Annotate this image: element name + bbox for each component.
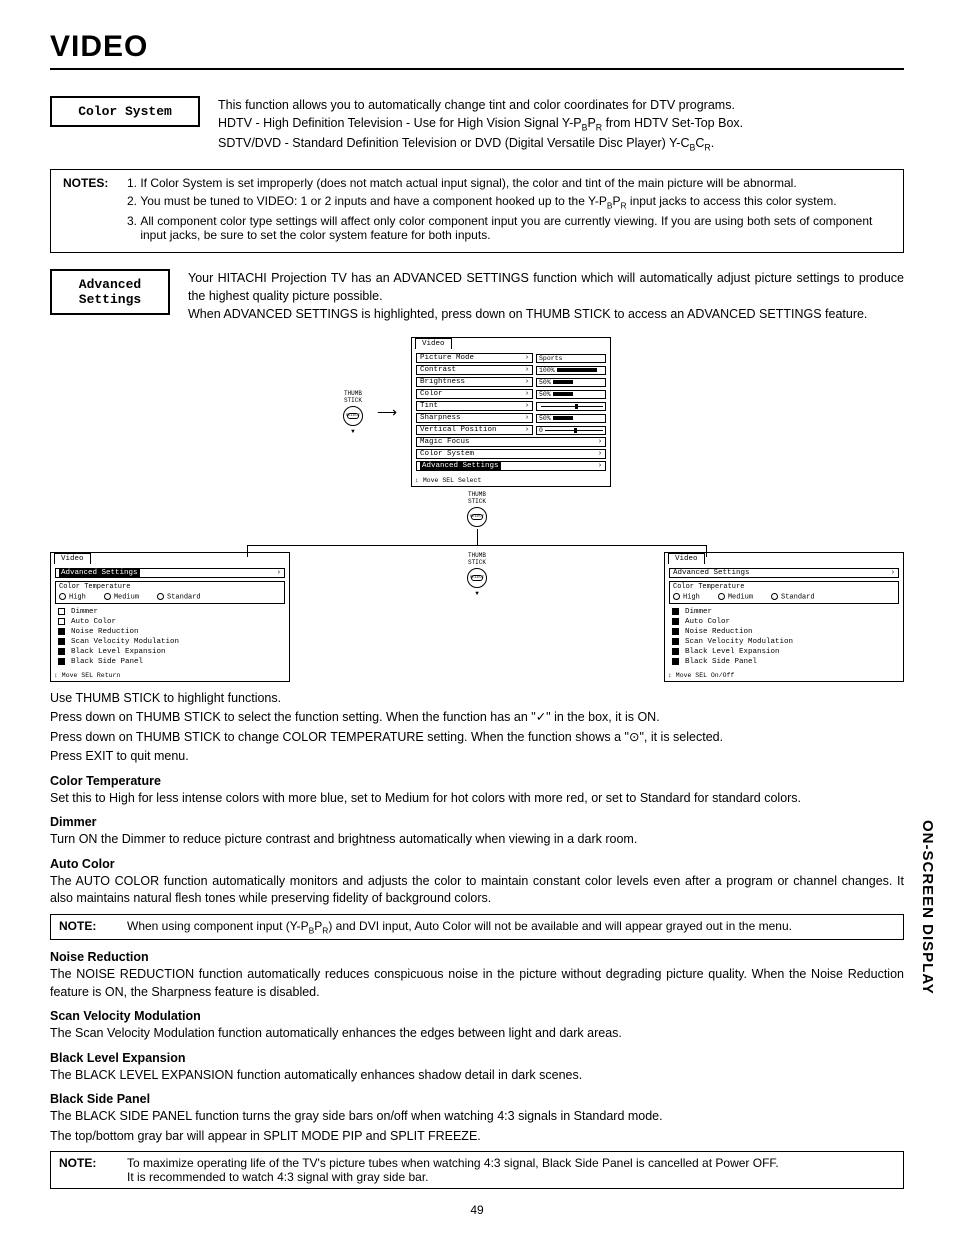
instr-3: Press down on THUMB STICK to change COLO… xyxy=(50,729,904,747)
thumb-stick: THUMB STICK SELECT ▼ xyxy=(343,390,363,435)
note-label: NOTE: xyxy=(59,919,107,935)
text: When ADVANCED SETTINGS is highlighted, p… xyxy=(188,305,904,323)
page-number: 49 xyxy=(50,1203,904,1217)
text: HDTV - High Definition Television - Use … xyxy=(218,116,582,130)
nr-head: Noise Reduction xyxy=(50,950,904,964)
note-autocolor: NOTE: When using component input (Y-PBPR… xyxy=(50,914,904,940)
thumb-circle: SELECT xyxy=(343,406,363,426)
notes-box: NOTES: If Color System is set improperly… xyxy=(50,169,904,253)
text: . xyxy=(711,136,714,150)
bsp-text1: The BLACK SIDE PANEL function turns the … xyxy=(50,1108,904,1126)
select-label: SELECT xyxy=(471,575,483,581)
thumb-stick-2: THUMB STICK SELECT xyxy=(467,491,487,529)
svm-text: The Scan Velocity Modulation function au… xyxy=(50,1025,904,1043)
instr-4: Press EXIT to quit menu. xyxy=(50,748,904,766)
ct-head: Color Temperature xyxy=(50,774,904,788)
side-tab: ON-SCREEN DISPLAY xyxy=(919,820,936,995)
note-1: If Color System is set improperly (does … xyxy=(140,176,872,190)
down-arrow-icon: ▼ xyxy=(343,428,363,435)
note-label: NOTE: xyxy=(59,1156,107,1184)
osd-adv-left: Video Advanced Settings› Color Temperatu… xyxy=(50,552,290,681)
ble-head: Black Level Expansion xyxy=(50,1051,904,1065)
thumb-stick-3: THUMB STICK SELECT ▼ xyxy=(467,552,487,597)
note-bsp: NOTE: To maximize operating life of the … xyxy=(50,1151,904,1189)
ble-text: The BLACK LEVEL EXPANSION function autom… xyxy=(50,1067,904,1085)
advanced-label: Advanced Settings xyxy=(50,269,170,315)
page-title: VIDEO xyxy=(50,30,904,70)
color-system-text: This function allows you to automaticall… xyxy=(218,96,904,155)
thumb-circle: SELECT xyxy=(467,568,487,588)
text: Your HITACHI Projection TV has an ADVANC… xyxy=(188,269,904,305)
note-2: You must be tuned to VIDEO: 1 or 2 input… xyxy=(140,194,872,210)
note-text: When using component input (Y-PBPR) and … xyxy=(127,919,792,935)
text: To maximize operating life of the TV's p… xyxy=(127,1156,779,1170)
note-3: All component color type settings will a… xyxy=(140,214,872,242)
notes-label: NOTES: xyxy=(63,176,119,190)
thumb-label: THUMB STICK xyxy=(467,552,487,566)
svm-head: Scan Velocity Modulation xyxy=(50,1009,904,1023)
ac-text: The AUTO COLOR function automatically mo… xyxy=(50,873,904,908)
text: SDTV/DVD - Standard Definition Televisio… xyxy=(218,136,689,150)
instr-1: Use THUMB STICK to highlight functions. xyxy=(50,690,904,708)
notes-list: If Color System is set improperly (does … xyxy=(122,176,872,246)
instr-2: Press down on THUMB STICK to select the … xyxy=(50,709,904,727)
text: ) and DVI input, Auto Color will not be … xyxy=(328,919,792,933)
nr-text: The NOISE REDUCTION function automatical… xyxy=(50,966,904,1001)
ct-text: Set this to High for less intense colors… xyxy=(50,790,904,808)
color-system-label: Color System xyxy=(50,96,200,127)
text: When using component input (Y-P xyxy=(127,919,309,933)
thumb-circle: SELECT xyxy=(467,507,487,527)
osd-adv-right: Video Advanced Settings› Color Temperatu… xyxy=(664,552,904,681)
down-arrow-icon: ▼ xyxy=(467,590,487,597)
text: This function allows you to automaticall… xyxy=(218,98,735,112)
text: It is recommended to watch 4:3 signal wi… xyxy=(127,1170,779,1184)
text: C xyxy=(695,136,704,150)
dim-head: Dimmer xyxy=(50,815,904,829)
thumb-label: THUMB STICK xyxy=(343,390,363,404)
top-osd-group: THUMB STICK SELECT ▼ ⟶ Video Picture Mod… xyxy=(50,337,904,487)
text: input jacks to access this color system. xyxy=(627,194,837,208)
text: P xyxy=(587,116,595,130)
ac-head: Auto Color xyxy=(50,857,904,871)
note-text: To maximize operating life of the TV's p… xyxy=(127,1156,779,1184)
text: You must be tuned to VIDEO: 1 or 2 input… xyxy=(140,194,607,208)
dim-text: Turn ON the Dimmer to reduce picture con… xyxy=(50,831,904,849)
color-system-row: Color System This function allows you to… xyxy=(50,96,904,155)
adv-panels: Video Advanced Settings› Color Temperatu… xyxy=(50,552,904,681)
select-label: SELECT xyxy=(471,514,483,520)
thumb-label: THUMB STICK xyxy=(467,491,487,505)
text: P xyxy=(612,194,620,208)
select-label: SELECT xyxy=(347,413,359,419)
text: from HDTV Set-Top Box. xyxy=(602,116,743,130)
arrow-right-icon: ⟶ xyxy=(377,404,397,421)
bsp-text2: The top/bottom gray bar will appear in S… xyxy=(50,1128,904,1146)
advanced-row: Advanced Settings Your HITACHI Projectio… xyxy=(50,269,904,323)
split: THUMB STICK SELECT xyxy=(50,491,904,546)
bsp-head: Black Side Panel xyxy=(50,1092,904,1106)
advanced-text: Your HITACHI Projection TV has an ADVANC… xyxy=(188,269,904,323)
osd-main: Video Picture Mode›SportsContrast›100%Br… xyxy=(411,337,611,487)
